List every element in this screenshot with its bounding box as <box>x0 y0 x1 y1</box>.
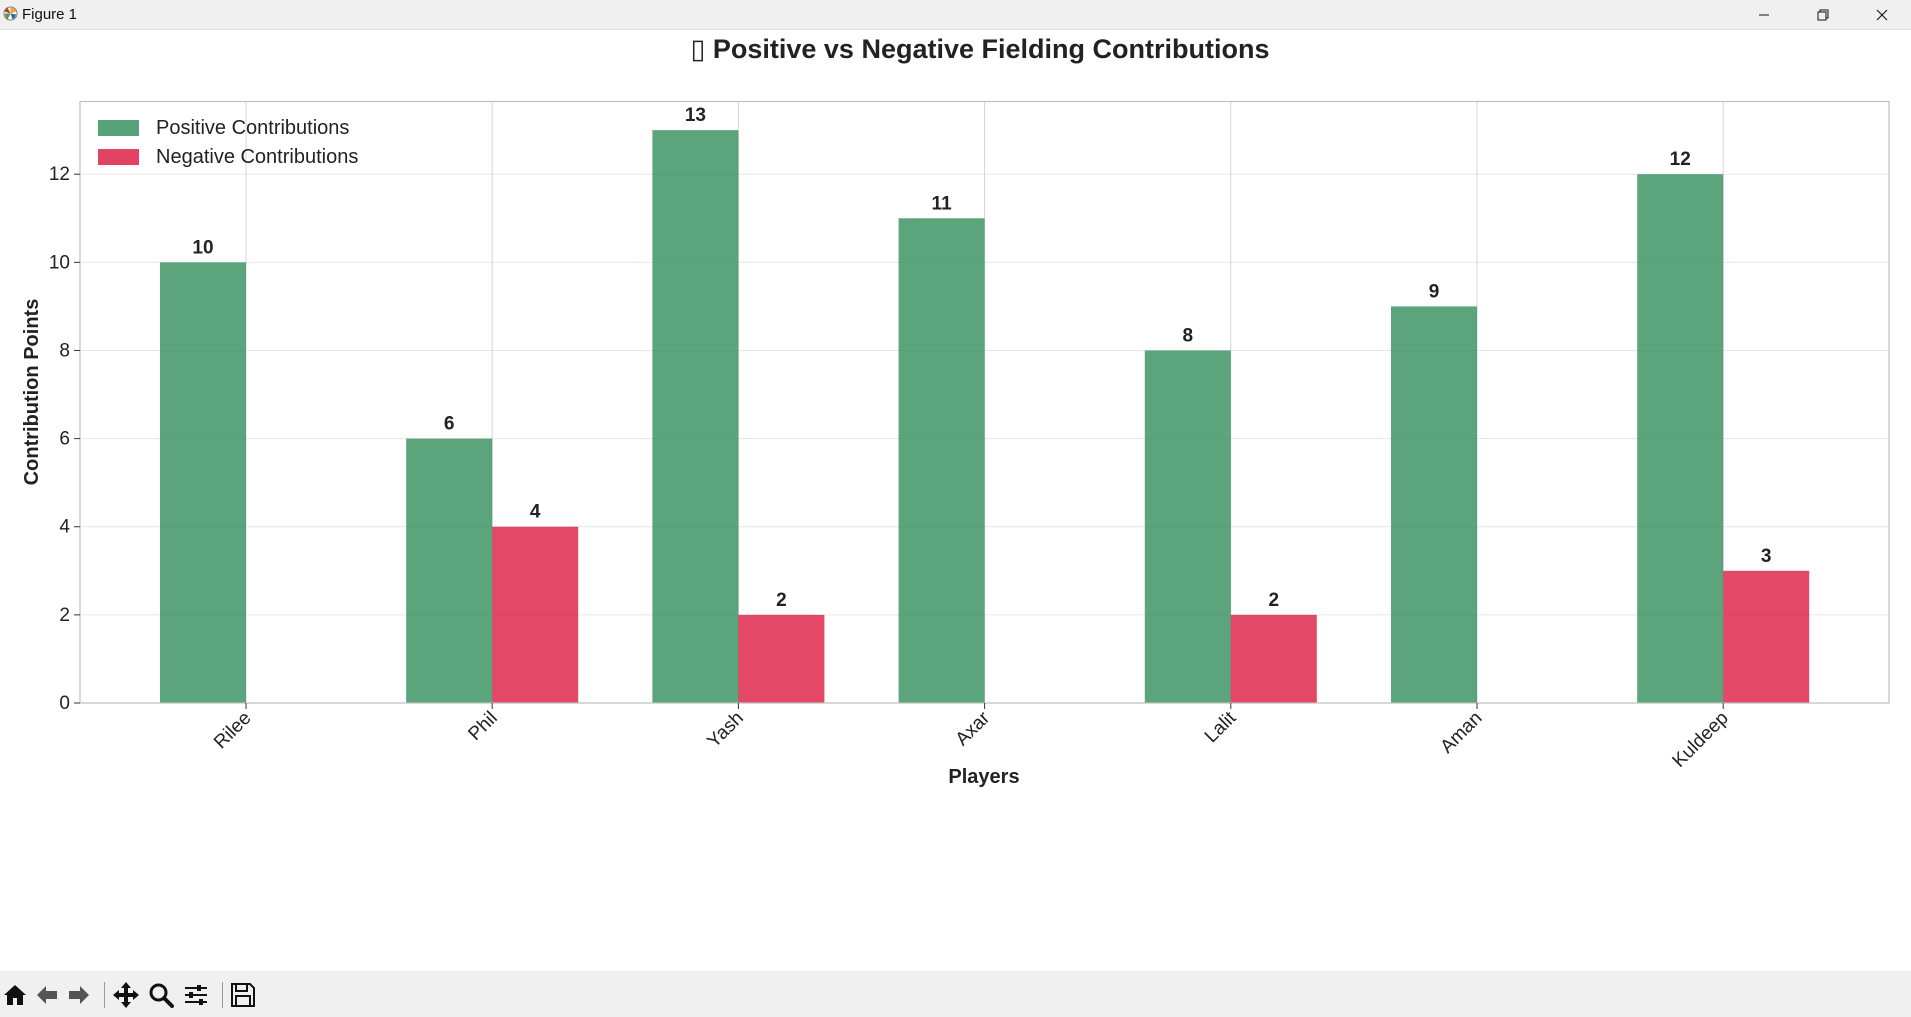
x-axis-label: Players <box>948 766 1019 788</box>
bar-value-labels: 10 6 13 11 8 9 12 4 2 2 3 <box>192 105 1771 611</box>
positive-bar <box>406 438 493 703</box>
pan-icon <box>113 982 139 1008</box>
bar-value-label: 4 <box>530 502 541 523</box>
bar-value-label: 12 <box>1670 149 1691 170</box>
x-tick-label: Yash <box>703 708 747 752</box>
negative-bar <box>492 526 579 703</box>
bar-value-label: 8 <box>1183 325 1194 346</box>
home-icon <box>4 985 26 1005</box>
restore-icon <box>1817 9 1829 20</box>
chart-title: ▯ Positive vs Negative Fielding Contribu… <box>691 34 1270 64</box>
x-tick-label: Axar <box>952 707 995 750</box>
close-button[interactable] <box>1853 0 1911 29</box>
window-titlebar: Figure 1 <box>0 0 1911 30</box>
bar-value-label: 11 <box>932 193 953 214</box>
back-button[interactable] <box>32 980 62 1010</box>
y-tick-label: 12 <box>49 164 70 185</box>
matplotlib-logo-icon <box>3 6 18 21</box>
x-axis: Rilee Phil Yash Axar Lalit Aman Kuldeep <box>210 703 1733 772</box>
forward-arrow-icon <box>69 986 89 1004</box>
window-title: Figure 1 <box>22 6 78 23</box>
legend-label-negative: Negative Contributions <box>156 146 358 168</box>
y-tick-label: 0 <box>59 693 70 714</box>
restore-button[interactable] <box>1794 0 1852 29</box>
positive-bar <box>652 130 739 704</box>
zoom-button[interactable] <box>146 980 176 1010</box>
navigation-toolbar <box>0 971 1911 1017</box>
x-tick-label: Lalit <box>1201 707 1241 747</box>
y-axis: 0 2 4 6 8 10 12 <box>49 164 80 714</box>
bar-value-label: 9 <box>1429 281 1440 302</box>
configure-subplots-button[interactable] <box>181 980 211 1010</box>
bar-value-label: 13 <box>685 105 706 126</box>
x-tick-label: Rilee <box>210 708 255 753</box>
positive-bar <box>1144 350 1231 703</box>
minimize-icon <box>1759 14 1769 15</box>
pan-button[interactable] <box>111 980 141 1010</box>
x-tick-label: Kuldeep <box>1669 708 1733 772</box>
negative-bar <box>738 614 825 703</box>
y-tick-label: 2 <box>59 605 70 626</box>
bar-chart: ▯ Positive vs Negative Fielding Contribu… <box>21 34 1890 788</box>
bar-value-label: 2 <box>776 590 787 611</box>
negative-bar <box>1723 570 1810 703</box>
y-tick-label: 4 <box>59 517 70 538</box>
legend: Positive Contributions Negative Contribu… <box>98 117 358 168</box>
bar-value-label: 6 <box>444 414 455 435</box>
save-icon <box>231 983 255 1007</box>
bar-value-label: 2 <box>1269 590 1280 611</box>
x-tick-label: Aman <box>1437 708 1487 758</box>
back-arrow-icon <box>37 986 57 1004</box>
legend-label-positive: Positive Contributions <box>156 117 349 139</box>
y-tick-label: 8 <box>59 340 70 361</box>
configure-subplots-icon <box>185 985 207 1005</box>
toolbar-separator <box>222 982 223 1008</box>
zoom-icon <box>149 983 174 1008</box>
negative-bar <box>1230 614 1317 703</box>
legend-swatch-negative <box>98 149 139 165</box>
close-icon <box>1876 9 1888 20</box>
positive-bar <box>1391 306 1477 703</box>
x-tick-label: Phil <box>464 708 501 745</box>
positive-bar <box>160 262 246 703</box>
home-button[interactable] <box>0 980 30 1010</box>
bars <box>160 130 1810 704</box>
forward-button[interactable] <box>64 980 94 1010</box>
y-tick-label: 10 <box>49 252 70 273</box>
toolbar-separator <box>104 982 105 1008</box>
save-button[interactable] <box>228 980 258 1010</box>
bar-value-label: 3 <box>1761 546 1772 567</box>
y-tick-label: 6 <box>59 429 70 450</box>
bar-value-label: 10 <box>192 237 213 258</box>
positive-bar <box>898 218 985 703</box>
legend-swatch-positive <box>98 120 139 136</box>
minimize-button[interactable] <box>1735 0 1793 29</box>
y-axis-label: Contribution Points <box>21 299 43 486</box>
positive-bar <box>1637 174 1724 703</box>
figure-canvas[interactable]: ▯ Positive vs Negative Fielding Contribu… <box>0 30 1911 971</box>
